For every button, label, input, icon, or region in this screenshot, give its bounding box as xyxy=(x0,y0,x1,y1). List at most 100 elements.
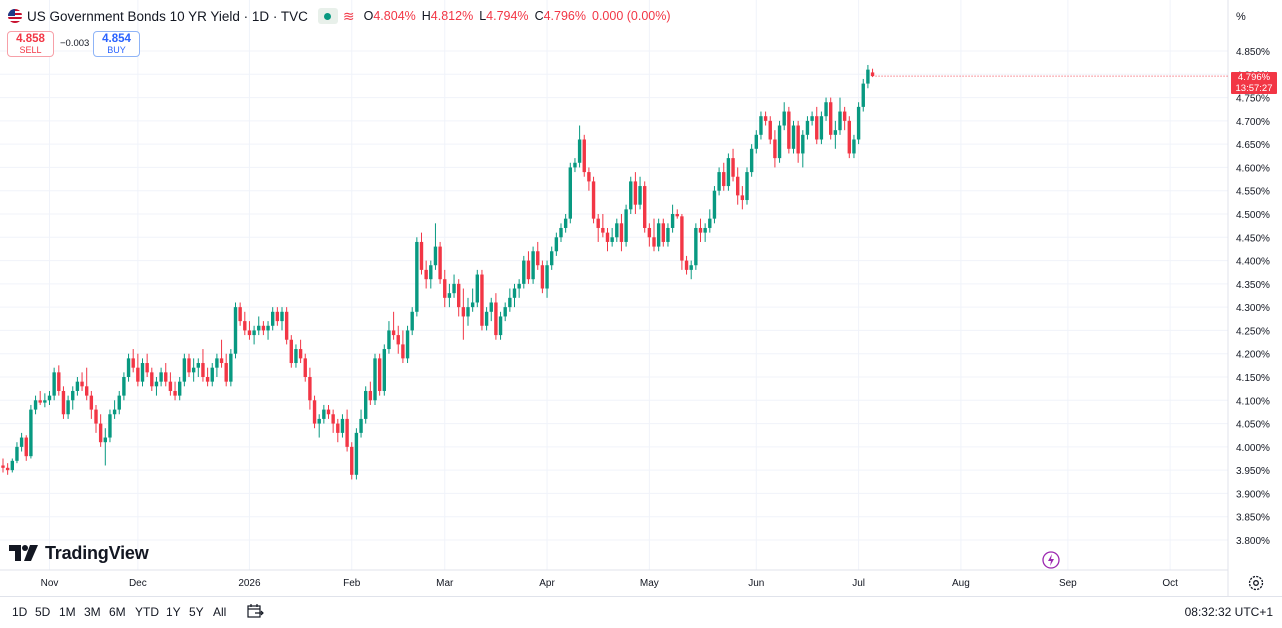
candle xyxy=(475,269,479,308)
candle xyxy=(866,64,870,89)
timeframe-3m[interactable]: 3M xyxy=(84,605,101,619)
candle xyxy=(447,283,452,308)
y-tick-label: 4.300% xyxy=(1236,303,1270,314)
y-tick-label: 4.400% xyxy=(1236,257,1270,268)
candle xyxy=(126,353,131,382)
candle xyxy=(708,209,712,233)
candle xyxy=(754,130,758,154)
y-tick-label: 3.950% xyxy=(1236,466,1270,477)
y-tick-label: 4.700% xyxy=(1236,117,1270,128)
candle xyxy=(429,260,433,289)
candle xyxy=(108,409,112,443)
candle xyxy=(680,214,684,270)
candle xyxy=(494,293,498,340)
timeframe-6m[interactable]: 6M xyxy=(109,605,126,619)
y-tick-label: 4.550% xyxy=(1236,187,1270,198)
timeframe-1m[interactable]: 1M xyxy=(59,605,76,619)
timeframe-ytd[interactable]: YTD xyxy=(135,605,159,619)
candle xyxy=(405,325,410,364)
candle xyxy=(689,260,693,280)
candle xyxy=(568,162,572,224)
buy-button[interactable]: 4.854 BUY xyxy=(93,31,140,57)
sell-button[interactable]: 4.858 SELL xyxy=(7,31,54,57)
candle xyxy=(838,97,842,135)
candle xyxy=(205,367,210,387)
candle xyxy=(633,172,638,214)
timeframe-5y[interactable]: 5Y xyxy=(189,605,204,619)
candle xyxy=(480,269,484,331)
y-tick-label: 4.100% xyxy=(1236,396,1270,407)
candle xyxy=(684,255,689,275)
high-value: 4.812% xyxy=(430,9,474,23)
last-price: 4.796% xyxy=(1237,72,1271,83)
candle xyxy=(522,255,526,289)
clock-utc[interactable]: 08:32:32 UTC+1 xyxy=(1184,605,1273,619)
timeframe-5d[interactable]: 5D xyxy=(35,605,51,619)
candle xyxy=(354,428,359,480)
candle xyxy=(670,204,675,233)
open-value: 4.804% xyxy=(373,9,416,23)
time-scale[interactable]: Nov Dec 2026 Feb Mar Apr May Jun Jul Aug Sep Oct xyxy=(41,578,1179,589)
candle xyxy=(266,321,270,340)
tradingview-logo[interactable]: TradingView xyxy=(9,543,149,563)
candle xyxy=(508,288,512,312)
price-unit[interactable]: % xyxy=(1236,11,1246,23)
candle xyxy=(377,353,382,396)
timeframe-1d[interactable]: 1D xyxy=(12,605,28,619)
timeframe-1y[interactable]: 1Y xyxy=(166,605,181,619)
chart-canvas[interactable]: 3.800% 3.850% 3.900% 3.950% 4.000% 4.050% 4.10… xyxy=(0,0,1282,596)
candle xyxy=(605,227,610,252)
price-scale[interactable]: 3.800% 3.850% 3.900% 3.950% 4.000% 4.050% 4.10… xyxy=(1236,47,1270,547)
candle xyxy=(387,321,391,354)
x-tick-label: Jul xyxy=(852,578,865,589)
candle xyxy=(415,237,419,317)
last-price-tag: 4.796% 13:57:27 xyxy=(1231,72,1277,94)
symbol-title[interactable]: US Government Bonds 10 YR Yield · 1D · T… xyxy=(27,8,308,24)
candle xyxy=(322,404,326,424)
candle xyxy=(433,223,438,270)
candle xyxy=(24,435,28,461)
candle xyxy=(103,428,107,466)
candle xyxy=(182,353,187,387)
spread-value: −0.003 xyxy=(60,38,90,49)
x-tick-label: Jun xyxy=(748,578,764,589)
candle xyxy=(457,279,461,317)
waves-icon[interactable]: ≋ xyxy=(342,7,355,24)
candle xyxy=(652,218,656,252)
low-label: L xyxy=(479,9,487,23)
candle xyxy=(517,279,521,298)
candle xyxy=(326,404,331,419)
candle xyxy=(289,335,293,368)
candle xyxy=(15,442,19,464)
candle xyxy=(782,102,786,131)
candle xyxy=(498,311,503,340)
candle xyxy=(140,358,145,387)
lightning-icon[interactable] xyxy=(1042,551,1060,569)
candle xyxy=(33,395,38,415)
timeframe-all[interactable]: All xyxy=(213,605,227,619)
candle xyxy=(71,386,75,410)
candle xyxy=(257,316,261,336)
candle xyxy=(201,349,205,382)
candle xyxy=(796,120,800,163)
candle xyxy=(164,363,168,387)
candle xyxy=(829,97,833,140)
candle xyxy=(229,349,233,387)
candle xyxy=(210,363,214,387)
candle xyxy=(805,116,810,140)
calendar-range-icon[interactable] xyxy=(246,602,264,620)
y-tick-label: 4.450% xyxy=(1236,233,1270,244)
candle xyxy=(57,365,61,396)
candle xyxy=(554,232,559,256)
y-tick-label: 4.250% xyxy=(1236,326,1270,337)
eye-icon[interactable] xyxy=(317,8,338,24)
candle xyxy=(47,390,52,405)
candle xyxy=(842,106,847,131)
tradingview-logo-icon xyxy=(9,545,38,561)
x-tick-label: Aug xyxy=(952,578,970,589)
candle xyxy=(466,297,470,326)
candle xyxy=(536,241,540,270)
candle xyxy=(159,367,163,387)
gear-icon[interactable] xyxy=(1247,574,1265,592)
candle xyxy=(19,432,24,452)
